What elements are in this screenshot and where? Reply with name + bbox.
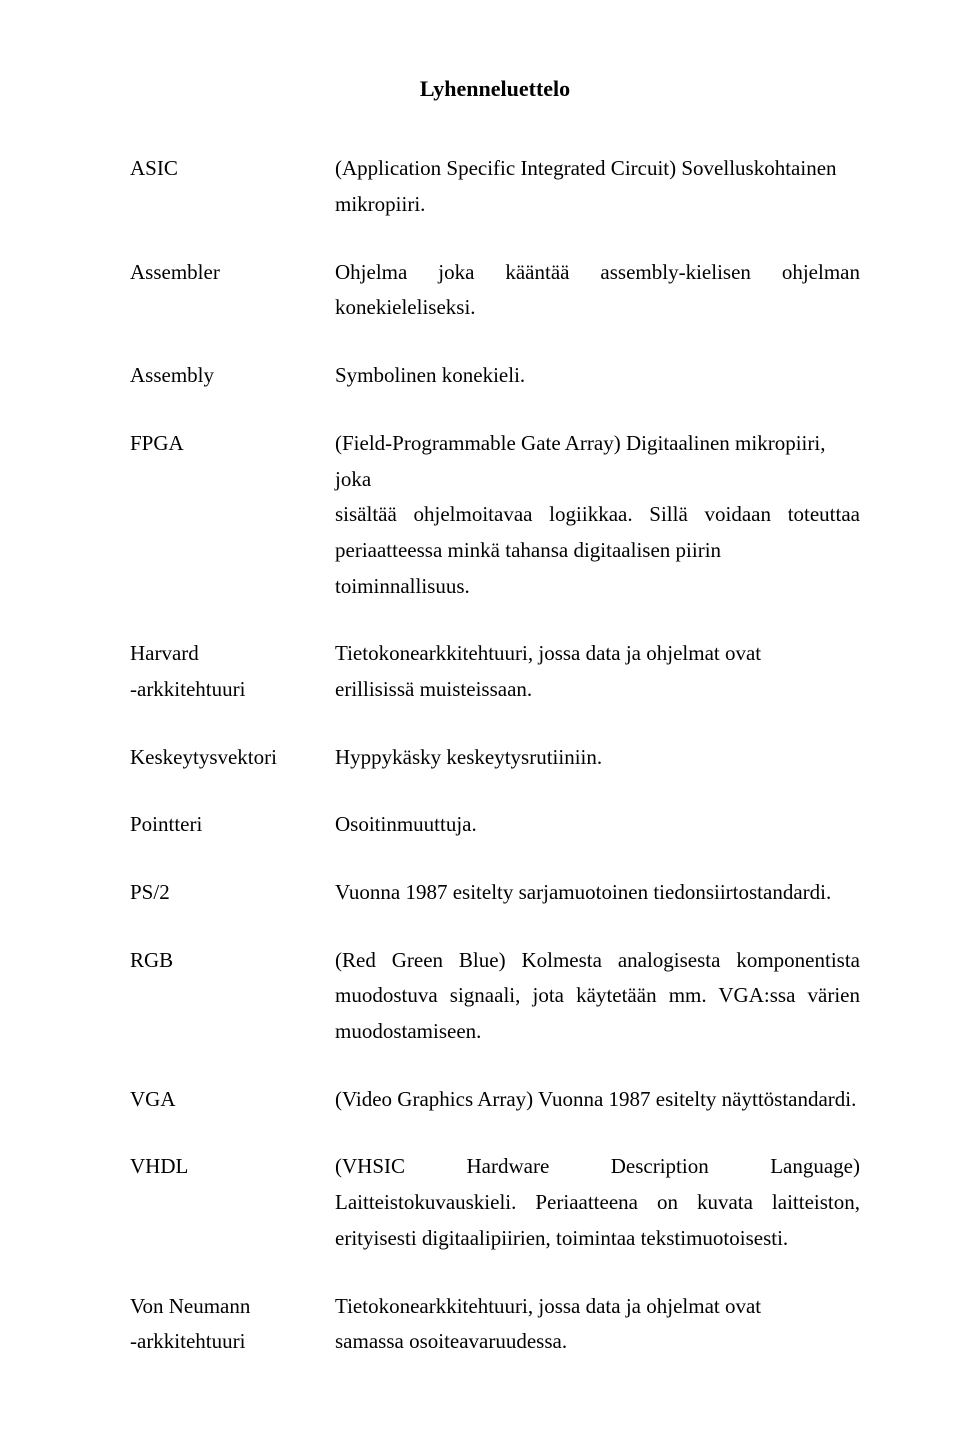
glossary-entry: Assembler Ohjelma joka kääntää assembly-… [130, 255, 860, 326]
glossary-entry: Keskeytysvektori Hyppykäsky keskeytysrut… [130, 740, 860, 776]
glossary-definition: Tietokonearkkitehtuuri, jossa data ja oh… [335, 1289, 860, 1360]
glossary-term-line: -arkkitehtuuri [130, 672, 335, 708]
definition-line: (Field-Programmable Gate Array) Digitaal… [335, 426, 860, 497]
glossary-definition: Symbolinen konekieli. [335, 358, 860, 394]
glossary-term: Pointteri [130, 807, 335, 843]
glossary-entry: Assembly Symbolinen konekieli. [130, 358, 860, 394]
glossary-term: Assembler [130, 255, 335, 291]
glossary-definition: (Field-Programmable Gate Array) Digitaal… [335, 426, 860, 604]
glossary-term: Harvard -arkkitehtuuri [130, 636, 335, 707]
glossary-entry: PS/2 Vuonna 1987 esitelty sarjamuotoinen… [130, 875, 860, 911]
definition-line: mikropiiri. [335, 187, 860, 223]
definition-line: periaatteessa minkä tahansa digitaalisen… [335, 533, 860, 604]
glossary-entry: FPGA (Field-Programmable Gate Array) Dig… [130, 426, 860, 604]
glossary-definition: Hyppykäsky keskeytysrutiiniin. [335, 740, 860, 776]
definition-line: (Application Specific Integrated Circuit… [335, 151, 860, 187]
definition-line: Laitteistokuvauskieli. Periaatteena on k… [335, 1185, 860, 1221]
glossary-definition: (VHSIC Hardware Description Language) La… [335, 1149, 860, 1256]
glossary-entry: Von Neumann -arkkitehtuuri Tietokonearkk… [130, 1289, 860, 1360]
definition-line: erillisissä muisteissaan. [335, 672, 860, 708]
definition-line: konekieleliseksi. [335, 290, 860, 326]
glossary-entry: ASIC (Application Specific Integrated Ci… [130, 151, 860, 222]
document-page: Lyhenneluettelo ASIC (Application Specif… [0, 0, 960, 1429]
definition-line: muodostuva signaali, jota käytetään mm. … [335, 978, 860, 1014]
definition-line: (Red Green Blue) Kolmesta analogisesta k… [335, 943, 860, 979]
definition-line: Tietokonearkkitehtuuri, jossa data ja oh… [335, 1289, 860, 1325]
glossary-entry: VGA (Video Graphics Array) Vuonna 1987 e… [130, 1082, 860, 1118]
definition-line: erityisesti digitaalipiirien, toimintaa … [335, 1221, 860, 1257]
page-title: Lyhenneluettelo [130, 70, 860, 107]
glossary-definition: Osoitinmuuttuja. [335, 807, 860, 843]
glossary-term: VGA [130, 1082, 335, 1118]
definition-line: samassa osoiteavaruudessa. [335, 1324, 860, 1360]
glossary-term: Von Neumann -arkkitehtuuri [130, 1289, 335, 1360]
glossary-entry: VHDL (VHSIC Hardware Description Languag… [130, 1149, 860, 1256]
definition-line: Ohjelma joka kääntää assembly-kielisen o… [335, 255, 860, 291]
glossary-term: ASIC [130, 151, 335, 187]
glossary-entry: Pointteri Osoitinmuuttuja. [130, 807, 860, 843]
glossary-term: Keskeytysvektori [130, 740, 335, 776]
glossary-term: FPGA [130, 426, 335, 462]
glossary-definition: (Application Specific Integrated Circuit… [335, 151, 860, 222]
glossary-term: VHDL [130, 1149, 335, 1185]
definition-line: muodostamiseen. [335, 1014, 860, 1050]
glossary-definition: Ohjelma joka kääntää assembly-kielisen o… [335, 255, 860, 326]
glossary-definition: (Red Green Blue) Kolmesta analogisesta k… [335, 943, 860, 1050]
glossary-term: Assembly [130, 358, 335, 394]
definition-line: (VHSIC Hardware Description Language) [335, 1149, 860, 1185]
glossary-definition: Tietokonearkkitehtuuri, jossa data ja oh… [335, 636, 860, 707]
glossary-definition: Vuonna 1987 esitelty sarjamuotoinen tied… [335, 875, 860, 911]
definition-line: sisältää ohjelmoitavaa logiikkaa. Sillä … [335, 497, 860, 533]
glossary-term-line: Harvard [130, 636, 335, 672]
glossary-term: PS/2 [130, 875, 335, 911]
glossary-term-line: -arkkitehtuuri [130, 1324, 335, 1360]
definition-line: Tietokonearkkitehtuuri, jossa data ja oh… [335, 636, 860, 672]
glossary-term-line: Von Neumann [130, 1289, 335, 1325]
glossary-entry: RGB (Red Green Blue) Kolmesta analogises… [130, 943, 860, 1050]
glossary-definition: (Video Graphics Array) Vuonna 1987 esite… [335, 1082, 860, 1118]
glossary-term: RGB [130, 943, 335, 979]
glossary-entry: Harvard -arkkitehtuuri Tietokonearkkiteh… [130, 636, 860, 707]
